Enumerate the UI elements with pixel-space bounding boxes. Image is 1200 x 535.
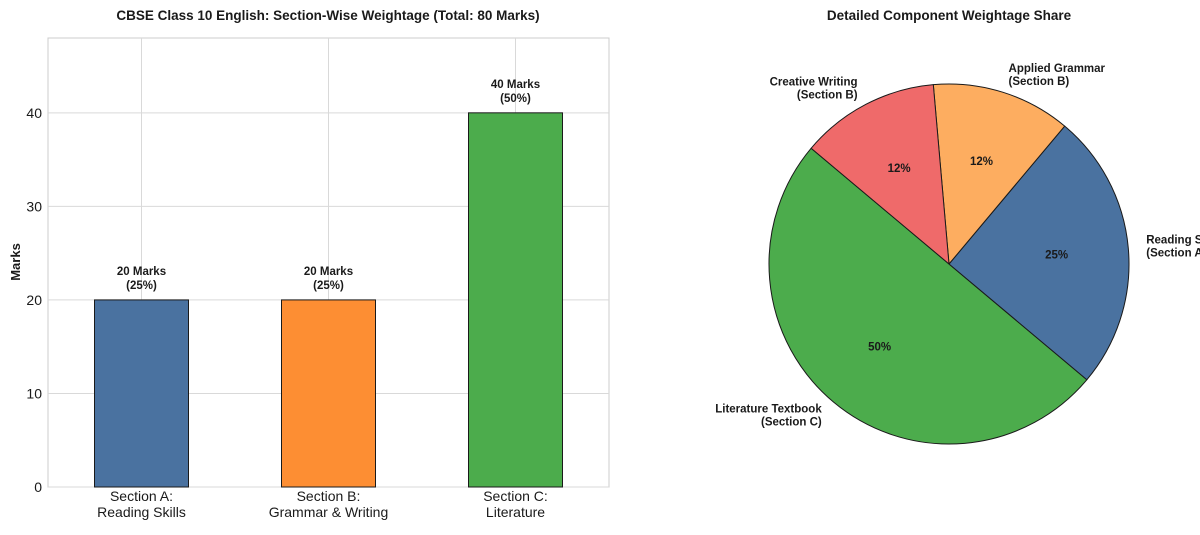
pie-slice-label-line: Applied Grammar (1009, 63, 1106, 75)
pie-slice-label-line: Reading Skills (1146, 235, 1200, 247)
pie-slice-label-line: (Section B) (797, 89, 858, 101)
bar-data-label: 40 Marks (50%) (491, 79, 540, 105)
pie-slice (810, 84, 950, 265)
bar-y-axis-label: Marks (8, 243, 23, 281)
pie-slice (932, 83, 1066, 265)
pie-slice-label-line: Creative Writing (770, 76, 858, 88)
bar-data-label-line: (50%) (500, 93, 531, 105)
bar-y-tick-label: 40 (26, 105, 42, 121)
bar-data-label: 20 Marks (25%) (117, 266, 166, 292)
pie-slice (948, 125, 1130, 381)
bar-y-tick-label: 20 (26, 292, 42, 308)
bar-x-tick-label-line: Section B: (297, 488, 361, 504)
bar-data-label-line: 20 Marks (117, 266, 166, 278)
bar-data-label-line: (25%) (313, 280, 344, 292)
bar-data-label: 20 Marks (25%) (304, 266, 353, 292)
bar-x-tick-label-line: Section C: (483, 488, 548, 504)
bar-data-label-line: 40 Marks (491, 79, 540, 91)
bar-y-tick-label: 0 (34, 479, 42, 495)
bar-x-tick-label: Section B: Grammar & Writing (269, 488, 389, 520)
pie-slice-label: Creative Writing (Section B) (770, 76, 858, 101)
bar-x-tick-label-line: Literature (486, 504, 545, 520)
pie-slice-label: Applied Grammar (Section B) (1009, 63, 1106, 88)
bar-chart-title: CBSE Class 10 English: Section-Wise Weig… (116, 8, 539, 23)
bar (468, 112, 563, 488)
bar-x-tick-label-line: Reading Skills (97, 504, 186, 520)
pie-chart: Detailed Component Weightage Share 50% 25… (715, 8, 1200, 445)
bar-x-tick-label-line: Section A: (110, 488, 173, 504)
bar-chart: CBSE Class 10 English: Section-Wise Weig… (8, 8, 610, 520)
pie-slice (768, 147, 1088, 445)
pie-percent-label: 25% (1045, 250, 1068, 262)
bar (94, 299, 189, 488)
bar-x-tick-labels: Section A: Reading Skills Section B: Gramma… (97, 488, 548, 520)
bar-x-tick-label-line: Grammar & Writing (269, 504, 389, 520)
pie-percent-labels: 50% 25% 12% 12% (868, 156, 1068, 354)
bar-marks (94, 112, 563, 488)
pie-slice-label: Reading Skills(Section A) (1146, 235, 1200, 260)
bar-data-label-line: (25%) (126, 280, 157, 292)
pie-slice-label: Literature Textbook (Section C) (715, 404, 822, 429)
bar (281, 299, 376, 488)
bar-data-label-line: 20 Marks (304, 266, 353, 278)
pie-slice-label-line: Literature Textbook (715, 404, 822, 416)
bar-y-tick-labels: 0 10 20 30 40 (26, 105, 42, 495)
pie-slice-label-line: (Section C) (761, 417, 822, 429)
bar-y-tick-label: 10 (26, 385, 42, 401)
pie-slice-label-line: (Section A) (1146, 248, 1200, 260)
pie-percent-label: 12% (888, 163, 911, 175)
pie-percent-label: 50% (868, 342, 891, 354)
pie-slice-label-line: (Section B) (1009, 76, 1070, 88)
bar-x-tick-label: Section C: Literature (483, 488, 548, 520)
bar-data-labels: 20 Marks (25%) 20 Marks (25%) 40 Marks (50%) (117, 79, 540, 292)
bar-x-tick-label: Section A: Reading Skills (97, 488, 186, 520)
pie-slices (768, 83, 1130, 445)
pie-slice-labels: Literature Textbook(Section C) Reading Sk… (715, 63, 1200, 429)
bar-y-tick-label: 30 (26, 198, 42, 214)
pie-percent-label: 12% (970, 156, 993, 168)
pie-chart-title: Detailed Component Weightage Share (827, 8, 1072, 23)
